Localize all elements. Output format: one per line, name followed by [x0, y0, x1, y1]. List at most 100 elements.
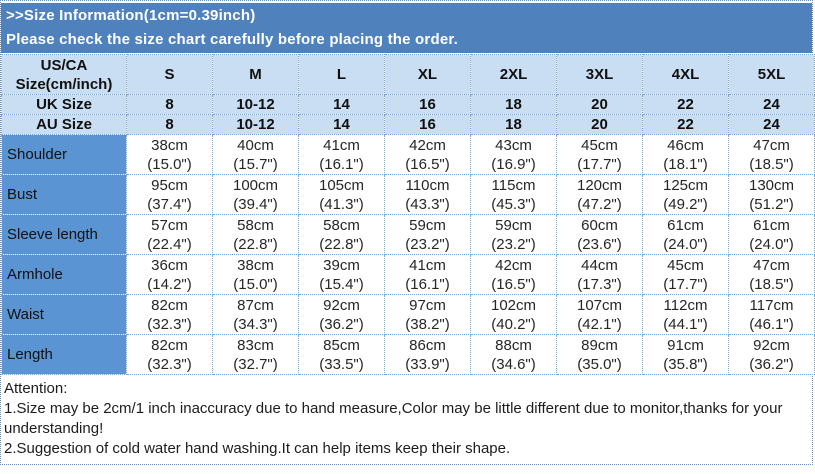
measurement-cell: 42cm (16.5") [384, 134, 471, 175]
measurement-cell: 47cm (18.5") [728, 134, 815, 175]
size-header-l: L [298, 54, 385, 95]
measurement-cell: 107cm (42.1") [556, 294, 643, 335]
measurement-row-shoulder: Shoulder 38cm (15.0") 40cm (15.7") 41cm … [1, 134, 815, 175]
measurement-cell: 47cm (18.5") [728, 254, 815, 295]
au-size-value: 20 [556, 114, 643, 135]
measurement-cell: 59cm (23.2") [470, 214, 557, 255]
measurement-cell: 41cm (16.1") [298, 134, 385, 175]
uk-size-value: 24 [728, 94, 815, 115]
measurement-cell: 36cm (14.2") [126, 254, 213, 295]
measurement-cell: 40cm (15.7") [212, 134, 299, 175]
size-header-4xl: 4XL [642, 54, 729, 95]
measurement-cell: 58cm (22.8") [298, 214, 385, 255]
uk-size-value: 10-12 [212, 94, 299, 115]
attention-line-1: 1.Size may be 2cm/1 inch inaccuracy due … [4, 400, 783, 417]
size-header-5xl: 5XL [728, 54, 815, 95]
measurement-cell: 89cm (35.0") [556, 334, 643, 375]
measurement-row-armhole: Armhole 36cm (14.2") 38cm (15.0") 39cm (… [1, 254, 815, 295]
measurement-cell: 130cm (51.2") [728, 174, 815, 215]
uk-size-label: UK Size [1, 94, 127, 115]
attention-line-2: understanding! [4, 420, 104, 437]
measurement-cell: 88cm (34.6") [470, 334, 557, 375]
au-size-value: 10-12 [212, 114, 299, 135]
size-header-xl: XL [384, 54, 471, 95]
corner-header: US/CA Size(cm/inch) [1, 54, 127, 95]
measurement-cell: 83cm (32.7") [212, 334, 299, 375]
measurement-cell: 82cm (32.3") [126, 334, 213, 375]
measurement-cell: 44cm (17.3") [556, 254, 643, 295]
row-label: Waist [1, 294, 127, 335]
measurement-row-bust: Bust 95cm (37.4") 100cm (39.4") 105cm (4… [1, 174, 815, 215]
uk-size-value: 16 [384, 94, 471, 115]
measurement-cell: 38cm (15.0") [212, 254, 299, 295]
measurement-cell: 61cm (24.0") [642, 214, 729, 255]
measurement-cell: 58cm (22.8") [212, 214, 299, 255]
size-header-2xl: 2XL [470, 54, 557, 95]
au-size-value: 24 [728, 114, 815, 135]
measurement-cell: 87cm (34.3") [212, 294, 299, 335]
size-header-m: M [212, 54, 299, 95]
measurement-cell: 117cm (46.1") [728, 294, 815, 335]
uk-size-value: 8 [126, 94, 213, 115]
table-header-row: US/CA Size(cm/inch) S M L XL 2XL 3XL 4XL… [1, 54, 815, 95]
measurement-cell: 95cm (37.4") [126, 174, 213, 215]
measurement-cell: 41cm (16.1") [384, 254, 471, 295]
measurement-cell: 59cm (23.2") [384, 214, 471, 255]
measurement-cell: 112cm (44.1") [642, 294, 729, 335]
uk-size-value: 18 [470, 94, 557, 115]
au-size-value: 8 [126, 114, 213, 135]
measurement-cell: 92cm (36.2") [298, 294, 385, 335]
measurement-cell: 92cm (36.2") [728, 334, 815, 375]
measurement-row-length: Length 82cm (32.3") 83cm (32.7") 85cm (3… [1, 334, 815, 375]
uk-size-value: 14 [298, 94, 385, 115]
measurement-cell: 42cm (16.5") [470, 254, 557, 295]
row-label: Armhole [1, 254, 127, 295]
measurement-cell: 61cm (24.0") [728, 214, 815, 255]
measurement-row-sleeve-length: Sleeve length 57cm (22.4") 58cm (22.8") … [1, 214, 815, 255]
attention-line-3: 2.Suggestion of cold water hand washing.… [4, 440, 511, 457]
measurement-cell: 97cm (38.2") [384, 294, 471, 335]
measurement-cell: 60cm (23.6") [556, 214, 643, 255]
measurement-cell: 39cm (15.4") [298, 254, 385, 295]
measurement-cell: 110cm (43.3") [384, 174, 471, 215]
au-size-value: 18 [470, 114, 557, 135]
measurement-cell: 91cm (35.8") [642, 334, 729, 375]
size-header-3xl: 3XL [556, 54, 643, 95]
banner-subtitle: Please check the size chart carefully be… [6, 31, 458, 48]
measurement-cell: 85cm (33.5") [298, 334, 385, 375]
measurement-cell: 45cm (17.7") [556, 134, 643, 175]
row-label: Shoulder [1, 134, 127, 175]
measurement-cell: 105cm (41.3") [298, 174, 385, 215]
measurement-cell: 120cm (47.2") [556, 174, 643, 215]
au-size-value: 14 [298, 114, 385, 135]
measurement-cell: 102cm (40.2") [470, 294, 557, 335]
measurement-cell: 125cm (49.2") [642, 174, 729, 215]
row-label: Length [1, 334, 127, 375]
banner-title: >>Size Information(1cm=0.39inch) [6, 7, 256, 24]
uk-size-row: UK Size 8 10-12 14 16 18 20 22 24 [1, 94, 815, 115]
measurement-cell: 100cm (39.4") [212, 174, 299, 215]
attention-title: Attention: [4, 380, 68, 397]
au-size-value: 22 [642, 114, 729, 135]
size-header-s: S [126, 54, 213, 95]
measurement-row-waist: Waist 82cm (32.3") 87cm (34.3") 92cm (36… [1, 294, 815, 335]
au-size-label: AU Size [1, 114, 127, 135]
row-label: Bust [1, 174, 127, 215]
measurement-cell: 57cm (22.4") [126, 214, 213, 255]
measurement-cell: 46cm (18.1") [642, 134, 729, 175]
measurement-cell: 82cm (32.3") [126, 294, 213, 335]
attention-section: Attention: 1.Size may be 2cm/1 inch inac… [1, 375, 812, 459]
au-size-value: 16 [384, 114, 471, 135]
au-size-row: AU Size 8 10-12 14 16 18 20 22 24 [1, 114, 815, 135]
banner: >>Size Information(1cm=0.39inch) Please … [1, 3, 812, 53]
uk-size-value: 22 [642, 94, 729, 115]
measurement-cell: 43cm (16.9") [470, 134, 557, 175]
size-table: US/CA Size(cm/inch) S M L XL 2XL 3XL 4XL… [1, 54, 815, 375]
measurement-cell: 115cm (45.3") [470, 174, 557, 215]
uk-size-value: 20 [556, 94, 643, 115]
measurement-cell: 86cm (33.9") [384, 334, 471, 375]
measurement-cell: 45cm (17.7") [642, 254, 729, 295]
measurement-cell: 38cm (15.0") [126, 134, 213, 175]
row-label: Sleeve length [1, 214, 127, 255]
